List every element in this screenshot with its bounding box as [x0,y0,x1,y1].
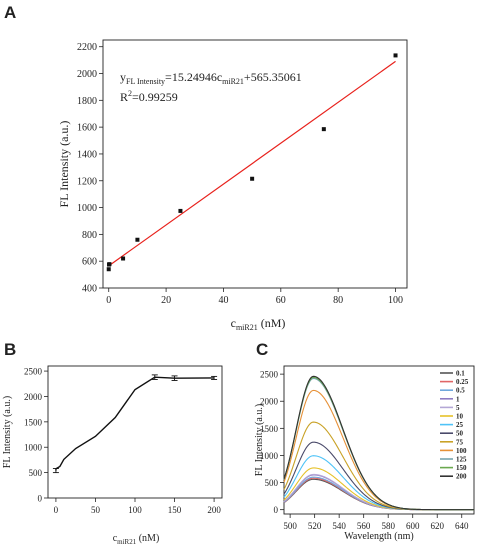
chart-b-1-x-tick-label: 100 [128,505,142,515]
chart-a-equation: yFL Intensity=15.24946cmiR21+565.35061 [120,70,302,86]
chart-a-point [135,237,140,242]
chart-b-series-line [55,376,215,471]
chart-c-legend-label: 200 [456,473,467,481]
chart-c-2-y-tick-label: 500 [265,478,279,488]
chart-c-2-y-tick-label: 1500 [260,424,279,434]
chart-b-1-y-tick-label: 2000 [24,392,43,402]
chart-a-point [321,127,326,132]
chart-a-0-y-tick-label: 1600 [77,123,97,134]
chart-b-1-y-tick-label: 2500 [24,367,43,377]
chart-b-1-x-tick-label: 0 [54,505,59,515]
chart-a-0-y-tick-label: 1800 [77,96,97,107]
panel-label-b: B [4,340,16,359]
chart-a-0-x-tick-label: 0 [106,295,111,306]
chart-a: 0 20 40 60 80 100 400 600 800 1000 1200 1400 1600 180… [57,39,408,332]
chart-b-1-x-tick-label: 50 [91,505,101,515]
chart-c-legend-label: 0.25 [456,378,469,386]
chart-c-legend-label: 50 [456,430,464,438]
chart-a-0-y-tick-label: 1000 [77,203,97,214]
chart-a-0-x-tick-label: 40 [218,295,228,306]
chart-c-legend-label: 0.1 [456,370,465,378]
chart-b-1-y-tick-label: 1000 [24,443,43,453]
chart-c-legend-label: 25 [456,421,464,429]
chart-b-x-axis-title: cmiR21 (nM) [113,533,160,546]
chart-c-series-200 [283,375,474,511]
chart-c-legend-label: 5 [456,404,460,412]
chart-c-2-y-tick-label: 0 [274,505,279,515]
chart-c-x-axis-title: Wavelength (nm) [344,531,413,542]
chart-c-2-x-tick-label: 640 [455,521,469,531]
chart-c-legend-label: 125 [456,456,467,464]
chart-b-1-x-tick-label: 200 [207,505,221,515]
chart-a-0-y-tick-label: 1400 [77,149,97,160]
chart-a-0-y-tick-label: 2200 [77,42,97,53]
chart-c-legend-label: 10 [456,413,464,421]
chart-a-0-y-tick-label: 800 [82,230,97,241]
chart-c-2-x-tick-label: 520 [308,521,322,531]
chart-c-2-y-tick-label: 1000 [260,451,279,461]
chart-a-y-axis-title: FL Intensity (a.u.) [57,121,71,208]
chart-a-point [107,262,112,267]
chart-c-2-y-tick-label: 2000 [260,397,279,407]
chart-b-1-y-tick-label: 0 [38,494,43,504]
panel-label-c: C [256,340,268,359]
chart-a-0-y-tick-label: 1200 [77,176,97,187]
chart-a-point [393,53,398,58]
chart-a-fit-line [108,60,396,267]
chart-c-series-150 [283,376,474,511]
chart-a-0-x-tick-label: 80 [333,295,343,306]
chart-a-point [250,176,255,181]
chart-c-legend-label: 100 [456,447,467,455]
chart-c-2-x-tick-label: 580 [381,521,395,531]
chart-a-r-squared: R2=0.99259 [120,89,178,104]
chart-b-frame [47,365,223,499]
chart-c-frame [283,365,475,515]
chart-c-2-x-tick-label: 620 [430,521,444,531]
chart-c-series-25 [283,455,474,511]
chart-c-2-x-tick-label: 600 [406,521,420,531]
chart-a-0-x-tick-label: 20 [161,295,171,306]
chart-a-frame [102,39,408,289]
chart-a-0-y-tick-label: 600 [82,257,97,268]
chart-c-legend-label: 1 [456,395,460,403]
chart-b-1-x-tick-label: 150 [168,505,182,515]
chart-c-legend-label: 75 [456,438,464,446]
chart-c-series-75 [283,421,474,511]
chart-c-legend-label: 0.5 [456,387,465,395]
chart-b-y-axis-title: FL Intensity (a.u.) [2,396,13,468]
chart-a-point [178,208,183,213]
chart-a-0-y-tick-label: 2000 [77,69,97,80]
chart-a-x-axis-title: cmiR21 (nM) [231,316,286,332]
chart-c-2-x-tick-label: 500 [283,521,297,531]
chart-c-y-axis-title: FL Intensity (a.u.) [254,404,265,476]
panel-label-a: A [4,3,16,22]
chart-a-point [121,256,126,261]
chart-c: 500 520 540 560 580 600 620 6400500100015002000… [254,365,475,542]
chart-b-1-y-tick-label: 1500 [24,417,43,427]
chart-c-2-x-tick-label: 560 [357,521,371,531]
chart-a-0-x-tick-label: 60 [276,295,286,306]
chart-a-point [106,267,111,272]
chart-c-2-x-tick-label: 540 [332,521,346,531]
chart-a-0-x-tick-label: 100 [388,295,403,306]
chart-c-legend-label: 150 [456,464,467,472]
chart-c-2-y-tick-label: 2500 [260,370,279,380]
chart-a-0-y-tick-label: 400 [82,284,97,295]
chart-b-1-y-tick-label: 500 [29,468,43,478]
